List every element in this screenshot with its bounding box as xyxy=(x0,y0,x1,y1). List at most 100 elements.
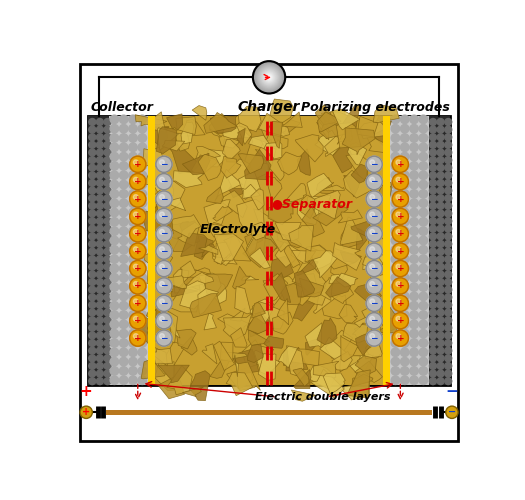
Polygon shape xyxy=(223,140,240,158)
Circle shape xyxy=(120,338,128,347)
Polygon shape xyxy=(238,106,261,132)
Circle shape xyxy=(419,348,427,356)
Circle shape xyxy=(410,302,418,310)
Circle shape xyxy=(445,180,452,186)
Circle shape xyxy=(445,370,452,377)
Circle shape xyxy=(410,330,418,338)
Polygon shape xyxy=(214,234,244,261)
Circle shape xyxy=(120,162,128,170)
Polygon shape xyxy=(317,120,329,140)
Circle shape xyxy=(429,218,436,224)
Text: +: + xyxy=(80,384,92,399)
Circle shape xyxy=(97,210,103,217)
Polygon shape xyxy=(224,236,251,261)
Circle shape xyxy=(445,194,452,202)
Circle shape xyxy=(159,246,170,256)
Polygon shape xyxy=(365,333,381,357)
Circle shape xyxy=(97,340,103,346)
Circle shape xyxy=(437,172,444,179)
Polygon shape xyxy=(337,123,361,148)
Circle shape xyxy=(129,320,137,328)
Circle shape xyxy=(419,338,427,347)
Text: −: − xyxy=(371,246,378,256)
Polygon shape xyxy=(249,299,274,324)
Polygon shape xyxy=(220,342,233,361)
Circle shape xyxy=(110,330,119,338)
Circle shape xyxy=(138,338,146,347)
Circle shape xyxy=(419,292,427,300)
Text: −: − xyxy=(371,282,378,290)
Circle shape xyxy=(110,134,119,142)
Circle shape xyxy=(429,309,436,316)
Circle shape xyxy=(445,355,452,362)
Polygon shape xyxy=(344,176,360,197)
Circle shape xyxy=(110,302,119,310)
Circle shape xyxy=(97,156,103,164)
Polygon shape xyxy=(340,354,360,372)
Bar xyxy=(88,116,109,386)
Circle shape xyxy=(255,63,284,92)
Text: +: + xyxy=(396,212,404,221)
Circle shape xyxy=(437,164,444,171)
Text: +: + xyxy=(396,177,404,186)
Circle shape xyxy=(156,174,172,190)
Circle shape xyxy=(391,115,400,124)
Polygon shape xyxy=(170,214,201,238)
Circle shape xyxy=(445,225,452,232)
Circle shape xyxy=(130,312,146,329)
Circle shape xyxy=(159,263,170,274)
Circle shape xyxy=(445,302,452,308)
Circle shape xyxy=(419,311,427,320)
Circle shape xyxy=(391,264,400,272)
Polygon shape xyxy=(204,313,216,330)
Circle shape xyxy=(110,208,119,217)
Polygon shape xyxy=(237,199,264,235)
Polygon shape xyxy=(181,122,194,144)
Text: −: − xyxy=(160,282,167,290)
Circle shape xyxy=(129,255,137,264)
Circle shape xyxy=(437,202,444,209)
Circle shape xyxy=(445,294,452,301)
Circle shape xyxy=(397,214,403,219)
Circle shape xyxy=(110,320,119,328)
Circle shape xyxy=(89,156,96,164)
Polygon shape xyxy=(166,114,183,130)
Circle shape xyxy=(445,347,452,354)
Circle shape xyxy=(110,227,119,235)
Circle shape xyxy=(437,233,444,240)
Circle shape xyxy=(391,376,400,384)
Polygon shape xyxy=(204,200,230,226)
Circle shape xyxy=(138,115,146,124)
Circle shape xyxy=(401,292,409,300)
Circle shape xyxy=(437,156,444,164)
Polygon shape xyxy=(376,185,392,203)
Circle shape xyxy=(263,72,275,84)
Polygon shape xyxy=(293,370,311,388)
Circle shape xyxy=(392,243,408,260)
Polygon shape xyxy=(313,361,339,378)
Circle shape xyxy=(120,134,128,142)
Polygon shape xyxy=(221,156,241,178)
Circle shape xyxy=(97,286,103,293)
Polygon shape xyxy=(299,278,324,297)
Circle shape xyxy=(138,366,146,375)
Circle shape xyxy=(366,156,382,172)
Polygon shape xyxy=(307,365,335,390)
Circle shape xyxy=(396,230,401,234)
Circle shape xyxy=(419,134,427,142)
Circle shape xyxy=(395,176,406,187)
Polygon shape xyxy=(347,370,370,398)
Polygon shape xyxy=(155,306,167,322)
Circle shape xyxy=(130,156,146,172)
Circle shape xyxy=(401,330,409,338)
Polygon shape xyxy=(154,180,185,212)
Circle shape xyxy=(391,236,400,244)
Polygon shape xyxy=(306,339,320,355)
Polygon shape xyxy=(292,260,327,294)
Polygon shape xyxy=(324,136,347,156)
Circle shape xyxy=(120,218,128,226)
Circle shape xyxy=(445,126,452,133)
Polygon shape xyxy=(362,254,383,270)
Text: −: − xyxy=(448,408,456,418)
Circle shape xyxy=(437,355,444,362)
